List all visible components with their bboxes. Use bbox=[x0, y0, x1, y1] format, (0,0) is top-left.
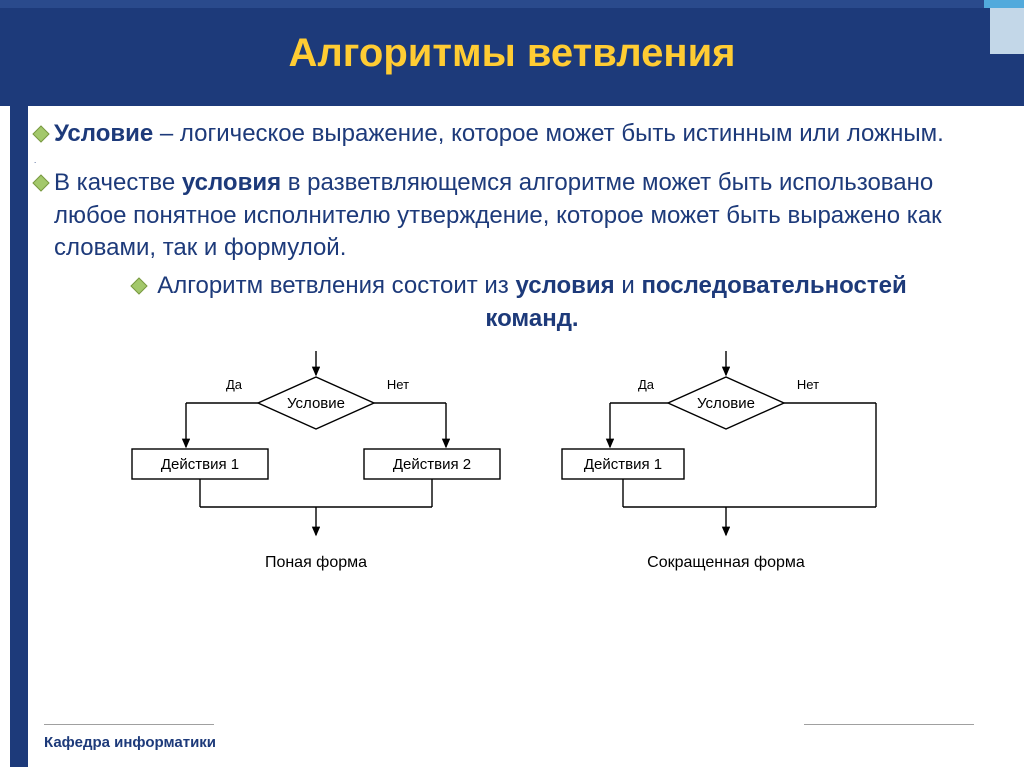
slide-title: Алгоритмы ветвления bbox=[289, 31, 736, 76]
footer-label: Кафедра информатики bbox=[44, 734, 216, 751]
bullet-plain: В качестве bbox=[54, 169, 182, 196]
flowchart-caption: Сокращенная форма bbox=[647, 554, 805, 571]
bullet-item: В качестве условия в разветвляющемся алг… bbox=[32, 167, 1010, 264]
bullet-item: Условие – логическое выражение, которое … bbox=[32, 118, 1010, 150]
footer-divider bbox=[44, 724, 974, 725]
flowchart-caption: Поная форма bbox=[265, 554, 367, 571]
slide-content: Условие – логическое выражение, которое … bbox=[32, 118, 1010, 711]
part2: и bbox=[615, 272, 642, 299]
bullet-text: Алгоритм ветвления состоит из условия и … bbox=[152, 270, 912, 335]
action1-label: Действия 1 bbox=[584, 456, 662, 473]
action2-label: Действия 2 bbox=[393, 456, 471, 473]
flowchart-full-form: Условие Да Нет Действия 1 Действия 2 Пон… bbox=[126, 349, 506, 579]
bullet-rest: – логическое выражение, которое может бы… bbox=[153, 120, 944, 147]
part0: Алгоритм ветвления состоит из bbox=[157, 272, 515, 299]
diamond-bullet-icon bbox=[130, 277, 148, 295]
bullet-bold: Условие bbox=[54, 120, 153, 147]
condition-label: Условие bbox=[697, 395, 755, 412]
flowchart-short-form: Условие Да Нет Действия 1 Сокращенная фо… bbox=[556, 349, 916, 579]
condition-label: Условие bbox=[287, 395, 345, 412]
yes-label: Да bbox=[226, 377, 243, 392]
bullet-bold: условия bbox=[182, 169, 281, 196]
no-label: Нет bbox=[797, 377, 819, 392]
action1-label: Действия 1 bbox=[161, 456, 239, 473]
diamond-bullet-icon bbox=[32, 125, 50, 143]
yes-label: Да bbox=[638, 377, 655, 392]
bullet-text: Условие – логическое выражение, которое … bbox=[54, 118, 1010, 150]
slide-header: Алгоритмы ветвления bbox=[0, 0, 1024, 106]
header-light-strip bbox=[990, 8, 1024, 54]
no-label: Нет bbox=[387, 377, 409, 392]
dot-artifact: . bbox=[34, 156, 1010, 167]
part1: условия bbox=[515, 272, 614, 299]
diamond-bullet-icon bbox=[32, 174, 50, 192]
left-vertical-strip bbox=[10, 106, 28, 767]
diagrams-row: Условие Да Нет Действия 1 Действия 2 Пон… bbox=[32, 349, 1010, 579]
header-accent bbox=[0, 0, 1024, 8]
bullet-item-centered: Алгоритм ветвления состоит из условия и … bbox=[32, 270, 1010, 335]
bullet-text: В качестве условия в разветвляющемся алг… bbox=[54, 167, 1010, 264]
